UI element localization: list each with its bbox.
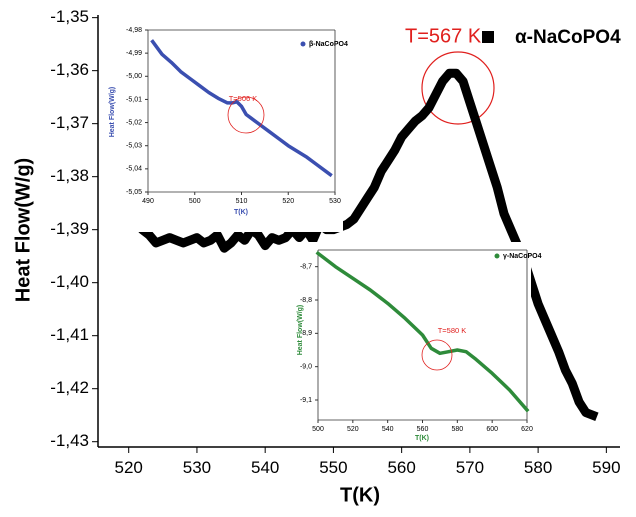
x-tick-label: 540 [251, 458, 279, 477]
data-line [150, 39, 333, 178]
x-tick-label: 580 [451, 426, 463, 433]
x-tick-label: 620 [521, 426, 533, 433]
y-tick-label: -9,1 [300, 397, 312, 404]
annotation: T=580 K [438, 326, 467, 335]
x-tick-label: 510 [236, 198, 248, 205]
legend-marker [494, 253, 500, 259]
y-tick-label: -5,03 [126, 143, 142, 150]
y-tick-label: -4,98 [126, 27, 142, 34]
x-tick-label: 530 [329, 198, 341, 205]
x-tick-label: 580 [524, 458, 552, 477]
x-tick-label: 520 [115, 458, 143, 477]
x-tick-label: 600 [486, 426, 498, 433]
legend-marker [300, 41, 306, 47]
legend-label: α-NaCoPO4 [515, 27, 621, 48]
y-tick-label: -8,8 [300, 297, 312, 304]
y-tick-label: -1,42 [50, 378, 89, 397]
y-axis-label: Heat Flow(W/g) [12, 158, 34, 302]
y-axis-label: Heat Flow(W/g) [297, 305, 304, 356]
x-tick-label: 490 [142, 198, 154, 205]
y-tick-label: -5,02 [126, 119, 142, 126]
y-axis-label: Heat Flow(W/g) [109, 87, 116, 138]
y-tick-label: -1,41 [50, 325, 89, 344]
x-tick-label: 500 [312, 426, 324, 433]
x-axis-label: T(K) [234, 209, 248, 216]
y-tick-label: -1,35 [50, 7, 89, 26]
annotation: T=506 K [229, 94, 258, 103]
x-tick-label: 590 [592, 458, 620, 477]
y-tick-label: -1,43 [50, 431, 89, 450]
highlight-circle [421, 339, 453, 371]
x-axis-label: T(K) [415, 435, 429, 442]
y-tick-label: -9,0 [300, 364, 312, 371]
x-axis-label: T(K) [340, 484, 380, 506]
inset-background [290, 242, 531, 446]
y-tick-label: -5,01 [126, 96, 142, 103]
y-tick-label: -1,40 [50, 272, 89, 291]
annotation: T=567 K [405, 25, 482, 47]
x-tick-label: 500 [189, 198, 201, 205]
x-tick-label: 570 [456, 458, 484, 477]
y-tick-label: -8,7 [300, 264, 312, 271]
y-tick-label: -8,9 [300, 330, 312, 337]
y-tick-label: -4,99 [126, 50, 142, 57]
y-tick-label: -5,00 [126, 73, 142, 80]
x-tick-label: 560 [387, 458, 415, 477]
legend-label: γ-NaCoPO4 [503, 253, 542, 260]
legend-label: β-NaCoPO4 [309, 41, 348, 48]
y-tick-label: -1,37 [50, 113, 89, 132]
data-line [315, 250, 530, 413]
inset-background [100, 28, 343, 232]
x-tick-label: 560 [417, 426, 429, 433]
legend-marker [482, 31, 494, 43]
x-tick-label: 520 [347, 426, 359, 433]
x-tick-label: 520 [282, 198, 294, 205]
x-tick-label: 530 [183, 458, 211, 477]
y-tick-label: -1,36 [50, 60, 89, 79]
y-tick-label: -1,38 [50, 166, 89, 185]
y-tick-label: -5,04 [126, 166, 142, 173]
x-tick-label: 550 [319, 458, 347, 477]
y-tick-label: -1,39 [50, 219, 89, 238]
x-tick-label: 540 [382, 426, 394, 433]
highlight-circle [421, 51, 495, 125]
y-tick-label: -5,05 [126, 189, 142, 196]
highlight-circle [227, 96, 265, 134]
data-line [109, 68, 599, 422]
